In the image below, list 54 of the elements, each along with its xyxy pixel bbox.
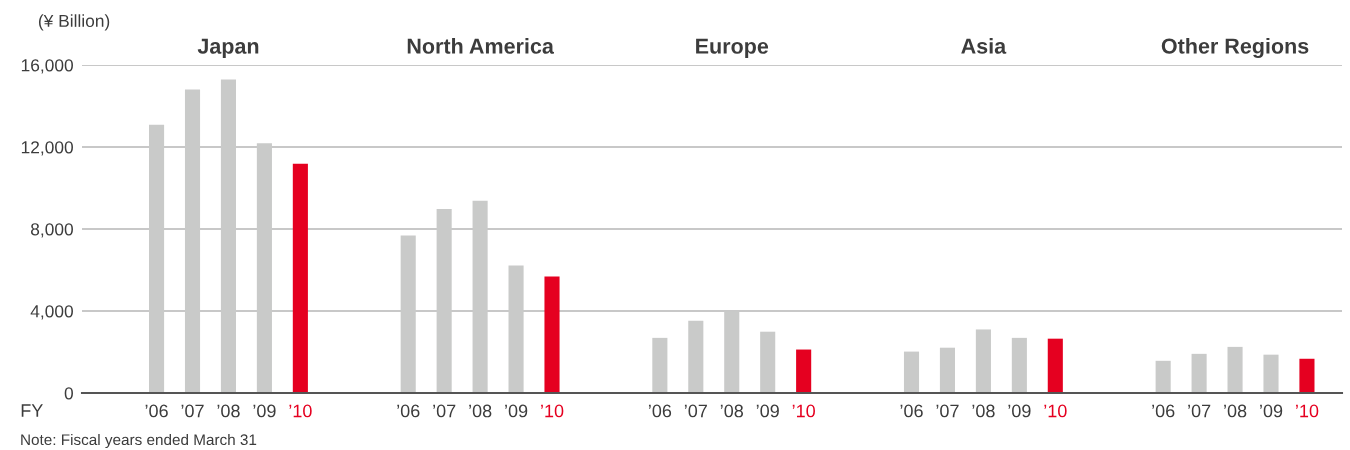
text: ’07 — [1188, 404, 1211, 418]
bar — [1191, 353, 1207, 393]
bar — [688, 320, 704, 393]
text: ’08 — [469, 404, 492, 418]
text: ’08 — [1224, 404, 1247, 418]
bar — [903, 351, 920, 393]
bar — [939, 347, 955, 393]
x-tick-label: Japan — [197, 38, 259, 59]
bar — [1299, 358, 1315, 393]
series-label: ’07 — [936, 404, 959, 418]
series-label: ’06 — [900, 404, 923, 418]
bar — [544, 276, 560, 393]
bar — [1227, 346, 1243, 393]
y-tick-label: 8,000 — [30, 223, 73, 238]
text: ’10 — [1296, 404, 1319, 418]
bar — [1155, 360, 1171, 393]
y-tick-label: 12,000 — [21, 141, 73, 156]
text: ’06 — [1152, 404, 1175, 418]
text: ’10 — [289, 404, 312, 418]
x-tick-label: Europe — [696, 38, 769, 59]
bar — [1011, 337, 1027, 393]
bar — [760, 331, 776, 393]
x-tick-label: Other Regions — [1161, 37, 1309, 59]
bar — [652, 337, 668, 393]
y-axis-title: (¥ Billion) — [38, 14, 110, 31]
text: ’07 — [433, 404, 456, 418]
bar — [292, 163, 308, 393]
x-tick-label: Asia — [961, 37, 1007, 54]
bar — [796, 349, 812, 393]
y-tick-label: 16,000 — [21, 59, 73, 74]
bar — [1263, 354, 1279, 393]
bar — [1047, 338, 1063, 393]
y-tick-label: 0 — [64, 387, 73, 400]
text: ’08 — [972, 404, 995, 418]
text: ’09 — [1008, 404, 1031, 418]
x-axis-title: FY — [21, 404, 43, 417]
text: ’07 — [181, 404, 204, 418]
series-label: ’10 — [792, 404, 815, 418]
text: ’06 — [397, 404, 420, 418]
series-label: ’09 — [756, 404, 779, 418]
x-tick-label: North America — [407, 37, 555, 54]
series-label: ’08 — [720, 404, 744, 418]
text: ’08 — [217, 404, 240, 418]
y-tick-label: 4,000 — [30, 305, 73, 320]
text: Note: Fiscal years ended March 31 — [21, 433, 257, 449]
bar — [975, 329, 991, 393]
text: ’09 — [1260, 404, 1283, 418]
text: ’10 — [541, 404, 564, 418]
text: ’10 — [1044, 404, 1067, 418]
text: ’07 — [684, 404, 707, 418]
text: ’09 — [253, 404, 276, 418]
text: ’06 — [145, 404, 168, 418]
text: ’06 — [648, 404, 672, 418]
text: ’09 — [505, 404, 528, 418]
